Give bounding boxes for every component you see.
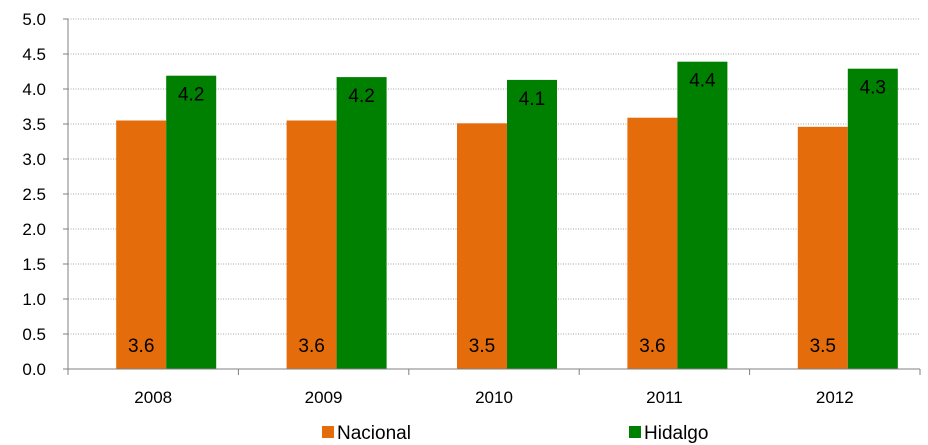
- data-label-hidalgo-2012: 4.3: [860, 78, 886, 99]
- data-labels: 3.6 4.2 3.6 4.2 3.5 4.1 3.6 4.4 3.5 4.3: [128, 71, 886, 357]
- y-tick-label: 4.5: [22, 45, 46, 64]
- bar-nacional-2010: [457, 123, 507, 369]
- y-tick-label: 5.0: [22, 10, 46, 29]
- data-label-hidalgo-2010: 4.1: [519, 89, 545, 110]
- bar-nacional-2008: [116, 120, 167, 369]
- bar-hidalgo-2012: [847, 68, 898, 369]
- legend-label-hidalgo: Hidalgo: [644, 423, 708, 444]
- y-tick-label: 3.0: [22, 150, 46, 169]
- bar-nacional-2009: [286, 120, 337, 369]
- data-label-nacional-2010: 3.5: [469, 336, 495, 357]
- x-tick-label: 2010: [475, 388, 513, 407]
- data-label-hidalgo-2009: 4.2: [348, 86, 374, 107]
- y-tick-label: 1.0: [22, 290, 46, 309]
- bar-nacional-2012: [797, 126, 848, 369]
- x-tick-label: 2011: [646, 388, 683, 407]
- bar-hidalgo-2011: [677, 61, 728, 369]
- bar-hidalgo-2010: [507, 79, 557, 370]
- data-label-nacional-2011: 3.6: [639, 336, 665, 357]
- legend-label-nacional: Nacional: [337, 423, 411, 444]
- data-label-nacional-2009: 3.6: [298, 336, 324, 357]
- legend-swatch-hidalgo: [629, 426, 641, 438]
- legend: Nacional Hidalgo: [322, 423, 708, 444]
- y-tick-label: 4.0: [22, 80, 46, 99]
- y-tick-label: 3.5: [22, 115, 46, 134]
- x-tick-label: 2009: [305, 388, 343, 407]
- data-label-nacional-2008: 3.6: [128, 336, 154, 357]
- x-axis-ticks: 2008 2009 2010 2011 2012: [67, 369, 921, 407]
- x-tick-label: 2012: [816, 388, 854, 407]
- y-tick-label: 1.5: [22, 255, 46, 274]
- data-label-hidalgo-2011: 4.4: [689, 71, 716, 92]
- bar-hidalgo-2009: [336, 77, 387, 369]
- y-axis-ticks: 0.0 0.5 1.0 1.5 2.0 2.5 3.0 3.5 4.0 4.5 5.0: [22, 10, 68, 379]
- data-label-nacional-2012: 3.5: [810, 336, 836, 357]
- x-tick-label: 2008: [134, 388, 172, 407]
- data-label-hidalgo-2008: 4.2: [178, 85, 204, 106]
- y-tick-label: 2.0: [22, 220, 46, 239]
- y-tick-label: 2.5: [22, 185, 46, 204]
- legend-swatch-nacional: [322, 426, 334, 438]
- bar-nacional-2011: [627, 117, 678, 369]
- y-tick-label: 0.0: [22, 360, 46, 379]
- y-tick-label: 0.5: [22, 325, 46, 344]
- bars: [116, 61, 898, 370]
- bar-hidalgo-2008: [166, 75, 217, 369]
